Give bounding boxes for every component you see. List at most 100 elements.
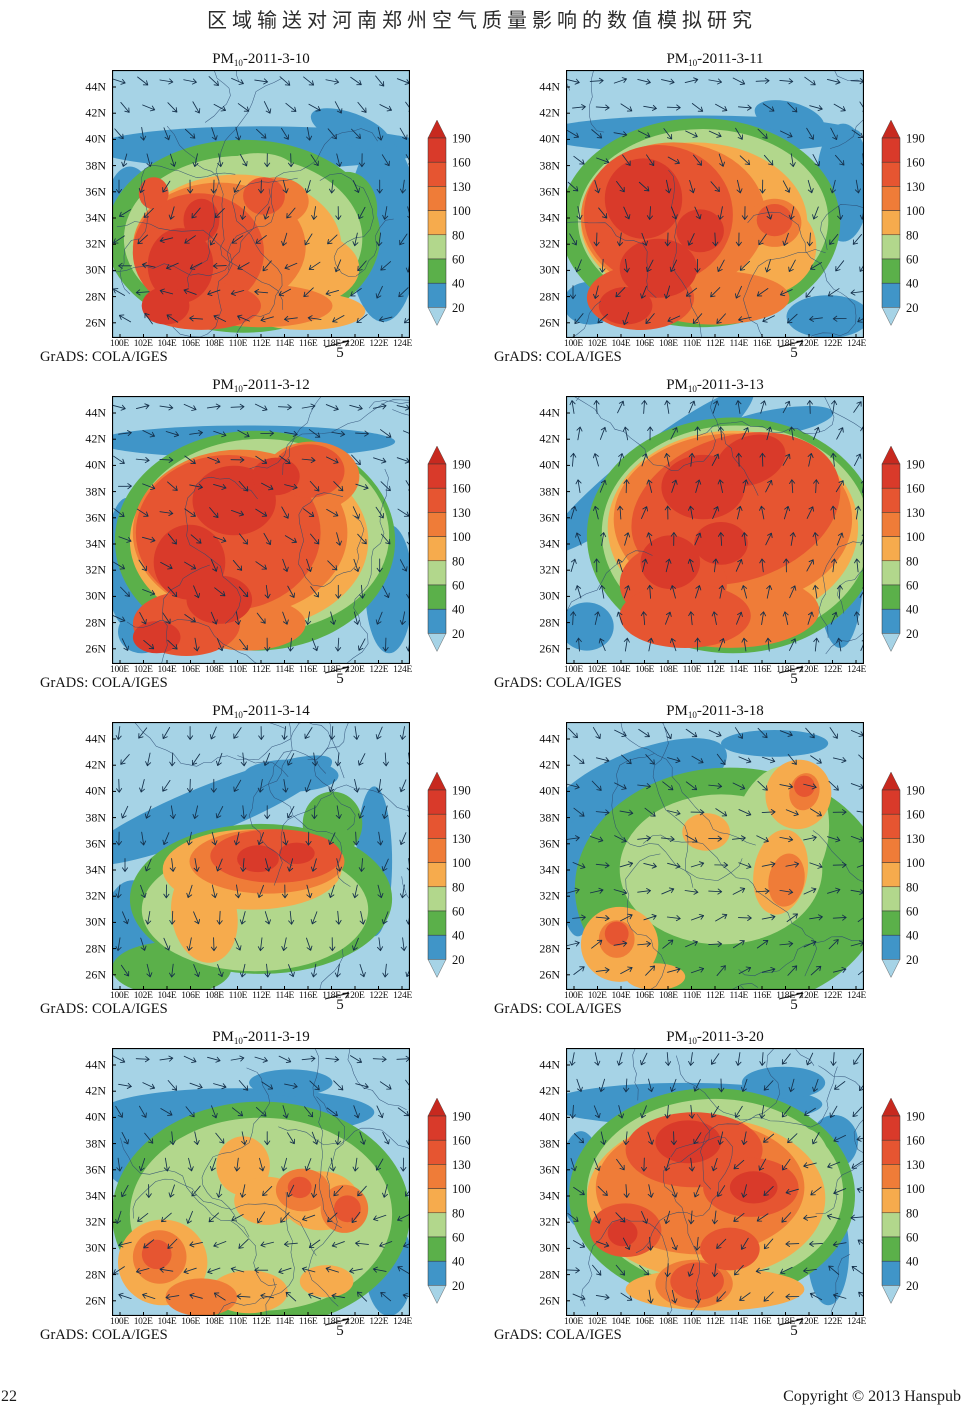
lon-axis-label: 116E <box>298 1317 318 1327</box>
province-borders-layer <box>120 1048 410 1316</box>
lon-axis-label: 106E <box>181 339 201 349</box>
lon-axis-label: 124E <box>847 665 866 675</box>
lon-axis-label: 110E <box>682 991 702 1001</box>
pm10-wind-map <box>112 1048 410 1316</box>
panel-title-prefix: PM <box>666 703 688 719</box>
colorbar-label: 100 <box>906 1182 925 1196</box>
panel-title-subscript: 10 <box>233 1036 243 1046</box>
colorbar-label: 160 <box>906 1134 925 1148</box>
lat-axis-label: 40N <box>85 1109 106 1124</box>
lon-axis-label: 100E <box>564 1317 583 1327</box>
lat-axis-label: 34N <box>85 1188 106 1203</box>
wind-vectors-layer <box>115 726 410 978</box>
lat-axis-label: 30N <box>539 1240 560 1255</box>
lon-axis-label: 120E <box>345 665 365 675</box>
colorbar-label: 60 <box>452 1231 465 1245</box>
colorbar-label: 100 <box>906 530 925 544</box>
colorbar-label: 130 <box>906 1158 925 1172</box>
panel-title-subscript: 10 <box>688 58 698 68</box>
colorbar-label: 20 <box>906 627 919 641</box>
province-borders-layer <box>566 70 864 338</box>
colorbar-label: 160 <box>906 482 925 496</box>
lat-axis-label: 42N <box>85 105 106 120</box>
lon-axis-label: 108E <box>204 1317 224 1327</box>
lat-axis-label: 44N <box>85 1057 106 1072</box>
colorbar-top-arrow <box>427 1098 447 1117</box>
colorbar-bottom-arrow <box>427 959 447 978</box>
panel-pm10-2011-3-12: PM10-2011-3-12 44N 42N 40N 38N 36N 34N 32N 30N 28… <box>40 377 492 700</box>
lat-axis-label: 38N <box>539 158 560 173</box>
colorbar-label: 160 <box>452 808 471 822</box>
lon-axis: 100E 102E 104E 106E 108E 110E 112E 114E 116E 118E… <box>110 1317 412 1327</box>
colorbar-bottom-arrow <box>881 307 901 326</box>
colorbar-label: 80 <box>906 880 919 894</box>
panel-title-date: -2011-3-19 <box>242 1029 310 1045</box>
lon-axis-label: 116E <box>298 991 318 1001</box>
lon-axis-label: 110E <box>682 665 702 675</box>
wind-scale: 5 <box>776 664 812 687</box>
lon-axis: 100E 102E 104E 106E 108E 110E 112E 114E 116E 118E… <box>110 665 412 675</box>
panel-title: PM10-2011-3-10 <box>112 51 410 68</box>
colorbar-label: 40 <box>452 1255 465 1269</box>
wind-scale-value: 5 <box>790 345 798 361</box>
colorbar-top-arrow <box>881 772 901 791</box>
pm10-contour-layer <box>112 425 410 656</box>
lat-axis-label: 40N <box>85 457 106 472</box>
colorbar-label: 190 <box>906 1110 925 1124</box>
colorbar-top-arrow <box>881 120 901 139</box>
colorbar-label: 160 <box>452 1134 471 1148</box>
panel-title-prefix: PM <box>212 1029 234 1045</box>
lon-axis-label: 124E <box>847 991 866 1001</box>
lon-axis-label: 114E <box>275 665 294 675</box>
lon-axis-label: 100E <box>110 665 129 675</box>
lat-axis-label: 44N <box>85 79 106 94</box>
lat-axis-label: 30N <box>85 914 106 929</box>
colorbar-label: 130 <box>452 1158 471 1172</box>
lat-axis-label: 28N <box>539 1267 560 1282</box>
colorbar: 190 160 130 100 80 60 40 20 <box>427 120 471 326</box>
footer-copyright: Copyright © 2013 Hanspub <box>783 1388 961 1405</box>
lon-axis: 100E 102E 104E 106E 108E 110E 112E 114E 116E 118E… <box>564 1317 866 1327</box>
lon-axis-label: 116E <box>752 1317 772 1327</box>
lon-axis-label: 100E <box>110 339 129 349</box>
colorbar-label: 20 <box>452 627 465 641</box>
lon-axis-label: 114E <box>729 665 748 675</box>
panel-title-date: -2011-3-18 <box>696 703 764 719</box>
panel-pm10-2011-3-20: PM10-2011-3-20 44N 42N 40N 38N 36N 34N 32N 30N 28… <box>494 1029 946 1352</box>
colorbar-label: 60 <box>452 905 465 919</box>
lat-axis-label: 32N <box>539 236 560 251</box>
lon-axis-label: 122E <box>369 339 389 349</box>
colorbar-label: 130 <box>452 832 471 846</box>
lat-axis-label: 28N <box>85 289 106 304</box>
lat-axis-label: 36N <box>85 1162 106 1177</box>
wind-scale-arrow-icon <box>778 1318 804 1326</box>
colorbar-label: 100 <box>452 530 471 544</box>
wind-scale-arrow-icon <box>778 666 804 674</box>
lon-axis-label: 102E <box>587 665 607 675</box>
panel-pm10-2011-3-18: PM10-2011-3-18 44N 42N 40N 38N 36N 34N 32N 30N 28… <box>494 703 946 1026</box>
colorbar: 190 160 130 100 80 60 40 20 <box>427 446 471 652</box>
lon-axis-label: 104E <box>157 339 177 349</box>
colorbar: 190 160 130 100 80 60 40 20 <box>881 120 925 326</box>
pm10-wind-map <box>112 722 410 990</box>
colorbar-bottom-arrow <box>881 1285 901 1304</box>
wind-vectors-layer <box>112 75 410 325</box>
lat-axis-label: 32N <box>85 1214 106 1229</box>
wind-scale: 5 <box>322 990 358 1013</box>
lat-axis-label: 26N <box>85 641 106 656</box>
colorbar-top-arrow <box>427 446 447 465</box>
colorbar-top-arrow <box>881 446 901 465</box>
map-frame <box>566 1048 864 1316</box>
lat-axis-label: 40N <box>539 1109 560 1124</box>
lon-axis-label: 114E <box>275 991 294 1001</box>
lon-axis-label: 124E <box>847 339 866 349</box>
pm10-contour-layer <box>566 1066 858 1311</box>
lon-axis-label: 120E <box>345 339 365 349</box>
lat-axis-label: 34N <box>539 1188 560 1203</box>
lon-axis-label: 120E <box>799 665 819 675</box>
lon-axis-label: 108E <box>658 665 678 675</box>
lat-axis-label: 28N <box>85 615 106 630</box>
wind-scale: 5 <box>776 990 812 1013</box>
panel-pm10-2011-3-11: PM10-2011-3-11 44N 42N 40N 38N 36N 34N 32N 30N 28… <box>494 51 946 374</box>
lon-axis-label: 112E <box>252 339 271 349</box>
